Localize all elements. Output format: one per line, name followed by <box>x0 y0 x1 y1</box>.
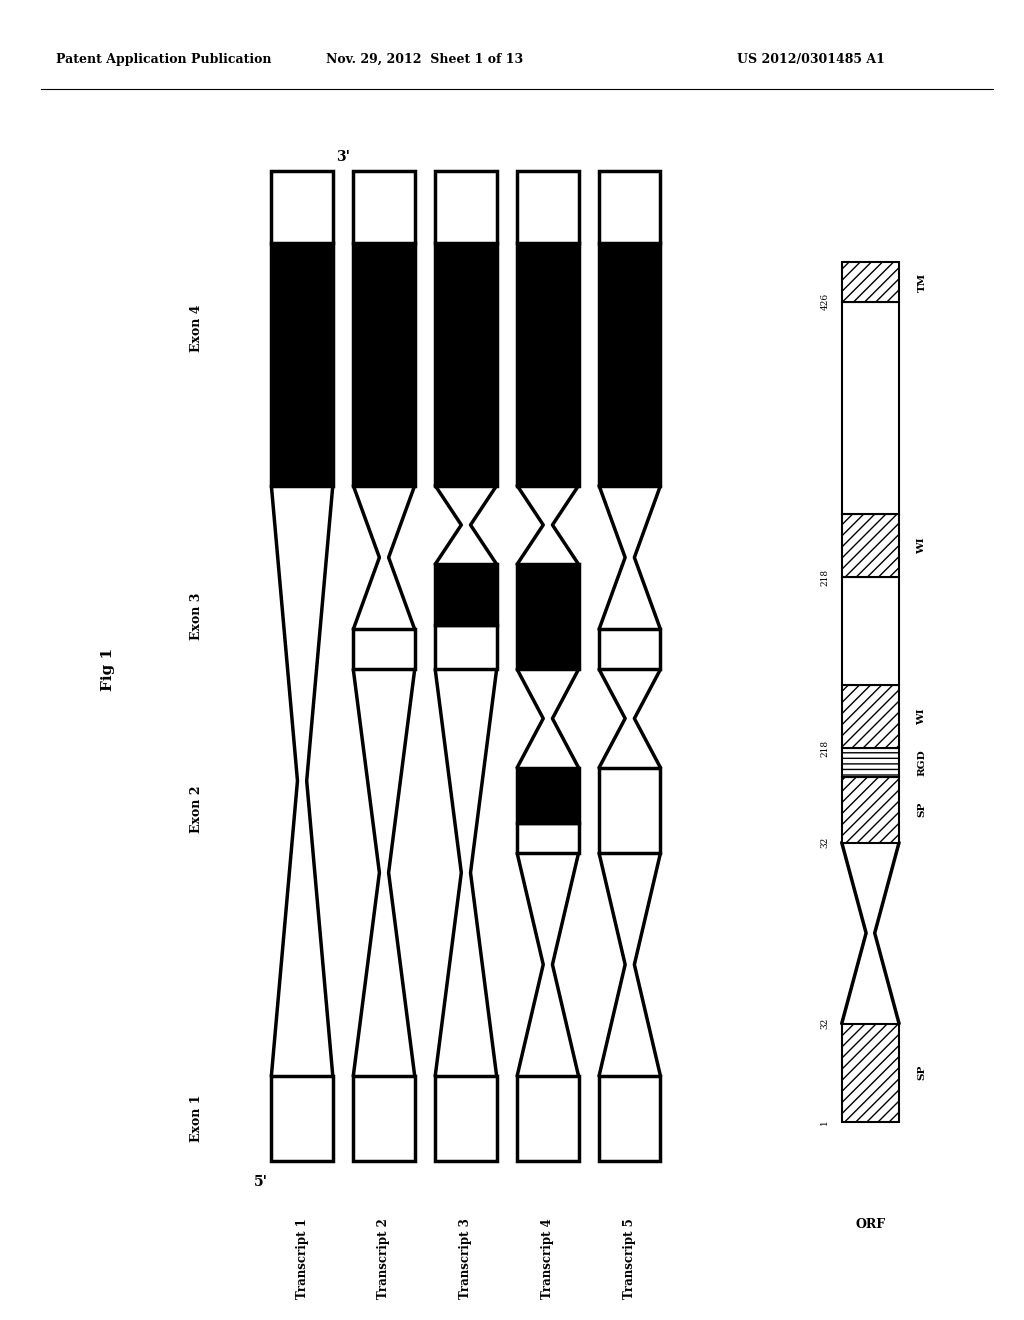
Text: RGD: RGD <box>918 748 927 776</box>
Text: 5': 5' <box>254 1175 268 1188</box>
Bar <box>435 626 497 669</box>
Text: US 2012/0301485 A1: US 2012/0301485 A1 <box>737 53 885 66</box>
Bar <box>517 170 579 243</box>
Bar <box>353 243 415 486</box>
Bar <box>435 170 497 243</box>
Bar <box>271 1076 333 1162</box>
Text: Transcript 3: Transcript 3 <box>460 1218 472 1299</box>
Text: Exon 2: Exon 2 <box>190 785 203 833</box>
Bar <box>271 170 333 243</box>
Bar <box>353 170 415 243</box>
Text: Transcript 5: Transcript 5 <box>624 1218 636 1299</box>
Bar <box>435 243 497 486</box>
Bar <box>517 768 579 824</box>
Bar <box>842 1023 899 1122</box>
Bar <box>599 1076 660 1162</box>
Bar <box>842 263 899 302</box>
Text: WI: WI <box>918 537 927 554</box>
Bar <box>842 577 899 685</box>
Text: TM: TM <box>918 272 927 292</box>
Bar <box>842 685 899 748</box>
Text: Exon 1: Exon 1 <box>190 1094 203 1142</box>
Bar <box>435 1076 497 1162</box>
Text: 218: 218 <box>820 739 829 756</box>
Bar <box>353 1076 415 1162</box>
Text: Transcript 4: Transcript 4 <box>542 1218 554 1299</box>
Text: Transcript 1: Transcript 1 <box>296 1218 308 1299</box>
Bar <box>435 564 497 626</box>
Bar <box>599 170 660 243</box>
Text: ORF: ORF <box>855 1218 886 1230</box>
Bar <box>353 630 415 669</box>
Text: 32: 32 <box>820 1018 829 1030</box>
Text: WI: WI <box>918 709 927 725</box>
Text: Fig 1: Fig 1 <box>100 648 115 690</box>
Bar <box>517 243 579 486</box>
Bar <box>271 243 333 486</box>
Text: 426: 426 <box>820 293 829 310</box>
Bar <box>599 243 660 486</box>
Text: Nov. 29, 2012  Sheet 1 of 13: Nov. 29, 2012 Sheet 1 of 13 <box>327 53 523 66</box>
Text: Exon 3: Exon 3 <box>190 593 203 640</box>
Text: 3': 3' <box>336 150 350 164</box>
Bar <box>517 564 579 669</box>
Text: SP: SP <box>918 1065 927 1081</box>
Bar <box>842 777 899 842</box>
Text: 32: 32 <box>820 837 829 849</box>
Bar <box>842 515 899 577</box>
Text: Patent Application Publication: Patent Application Publication <box>56 53 271 66</box>
Bar <box>517 824 579 853</box>
Text: 1: 1 <box>820 1119 829 1125</box>
Text: 218: 218 <box>820 569 829 586</box>
Bar <box>842 748 899 777</box>
Bar <box>599 630 660 669</box>
Text: Transcript 2: Transcript 2 <box>378 1218 390 1299</box>
Text: Exon 4: Exon 4 <box>190 305 203 352</box>
Text: SP: SP <box>918 803 927 817</box>
Bar <box>599 768 660 853</box>
Bar <box>842 302 899 515</box>
Bar <box>517 1076 579 1162</box>
